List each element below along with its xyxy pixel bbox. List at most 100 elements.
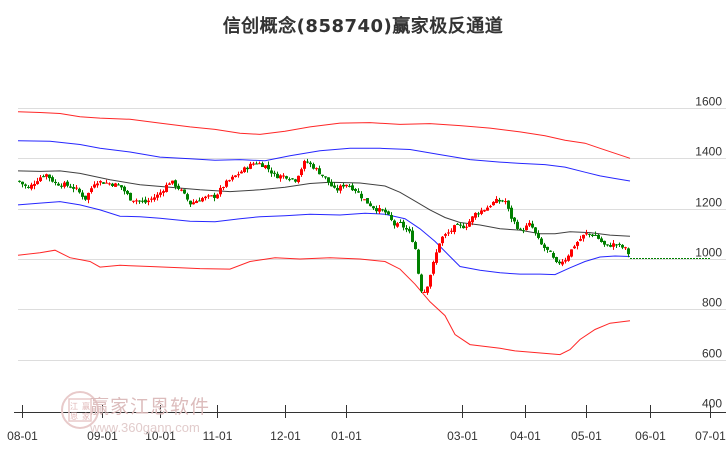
candle-up bbox=[108, 183, 111, 185]
candle-up bbox=[258, 163, 261, 165]
candle-down bbox=[306, 161, 309, 163]
candle-up bbox=[471, 216, 474, 223]
lower-inner-band-line bbox=[17, 201, 631, 276]
y-tick-label: 800 bbox=[702, 296, 722, 310]
candle-up bbox=[492, 201, 495, 206]
candle-up bbox=[567, 255, 570, 261]
candle-up bbox=[624, 247, 627, 249]
candle-down bbox=[267, 164, 270, 170]
x-tick-label: 08-01 bbox=[7, 429, 38, 443]
candle-up bbox=[450, 230, 453, 232]
candle-up bbox=[243, 167, 246, 173]
x-tick-label: 06-01 bbox=[635, 429, 666, 443]
candle-down bbox=[351, 185, 354, 191]
y-tick-label: 1600 bbox=[695, 95, 722, 109]
candle-up bbox=[480, 210, 483, 214]
candle-up bbox=[105, 182, 108, 184]
candle-down bbox=[138, 200, 141, 202]
candle-up bbox=[30, 184, 33, 189]
candle-down bbox=[549, 250, 552, 252]
grid-lines bbox=[18, 108, 726, 361]
candle-up bbox=[201, 198, 204, 202]
candle-down bbox=[294, 179, 297, 182]
candle-down bbox=[42, 176, 45, 178]
x-tick-label: 03-01 bbox=[447, 429, 478, 443]
candle-down bbox=[120, 185, 123, 188]
candle-down bbox=[324, 176, 327, 178]
candle-down bbox=[24, 184, 27, 186]
candle-down bbox=[354, 189, 357, 191]
candle-down bbox=[588, 233, 591, 235]
candle-down bbox=[309, 162, 312, 165]
x-tick-label: 12-01 bbox=[270, 429, 301, 443]
candle-down bbox=[519, 228, 522, 230]
candle-up bbox=[39, 177, 42, 182]
candle-up bbox=[300, 169, 303, 176]
candle-down bbox=[330, 181, 333, 187]
candle-down bbox=[417, 249, 420, 274]
candle-down bbox=[516, 221, 519, 229]
candle-down bbox=[288, 179, 291, 181]
candle-down bbox=[333, 185, 336, 188]
candle-down bbox=[372, 206, 375, 209]
candle-down bbox=[48, 174, 51, 179]
candle-down bbox=[543, 244, 546, 248]
x-tick-label: 09-01 bbox=[87, 429, 118, 443]
candle-down bbox=[477, 213, 480, 215]
candle-up bbox=[216, 194, 219, 199]
candle-up bbox=[363, 199, 366, 201]
candle-up bbox=[99, 181, 102, 183]
candle-down bbox=[78, 188, 81, 193]
candle-down bbox=[534, 227, 537, 233]
chart-title: 信创概念(858740)赢家极反通道 bbox=[222, 16, 504, 37]
candle-up bbox=[180, 189, 183, 191]
candle-up bbox=[207, 195, 210, 197]
candle-up bbox=[252, 163, 255, 165]
candle-down bbox=[360, 193, 363, 199]
candle-down bbox=[627, 248, 630, 255]
candle-down bbox=[198, 200, 201, 202]
candle-down bbox=[384, 209, 387, 213]
candle-up bbox=[426, 286, 429, 293]
candle-down bbox=[591, 234, 594, 236]
candle-down bbox=[21, 181, 24, 185]
candle-up bbox=[249, 163, 252, 169]
candle-down bbox=[270, 170, 273, 174]
candle-down bbox=[246, 167, 249, 170]
candle-up bbox=[474, 212, 477, 218]
candle-down bbox=[369, 203, 372, 207]
candle-down bbox=[327, 177, 330, 183]
candle-up bbox=[429, 274, 432, 287]
candle-up bbox=[423, 291, 426, 293]
candle-down bbox=[597, 234, 600, 239]
candle-down bbox=[609, 245, 612, 247]
candle-up bbox=[228, 180, 231, 182]
candle-up bbox=[147, 200, 150, 203]
candle-up bbox=[75, 187, 78, 189]
candle-down bbox=[336, 187, 339, 191]
candle-up bbox=[468, 221, 471, 227]
candle-down bbox=[558, 261, 561, 264]
candle-down bbox=[459, 224, 462, 226]
candle-down bbox=[540, 238, 543, 245]
candle-up bbox=[93, 184, 96, 188]
candle-up bbox=[489, 206, 492, 208]
candle-down bbox=[126, 190, 129, 194]
candle-up bbox=[579, 238, 582, 241]
candle-down bbox=[255, 163, 258, 165]
candle-down bbox=[60, 185, 63, 187]
y-tick-label: 600 bbox=[702, 347, 722, 361]
x-tick-label: 11-01 bbox=[203, 429, 233, 443]
candle-up bbox=[63, 182, 66, 187]
candle-down bbox=[66, 181, 69, 186]
candle-down bbox=[312, 164, 315, 169]
candle-down bbox=[177, 185, 180, 189]
candle-down bbox=[606, 244, 609, 246]
candle-down bbox=[594, 234, 597, 236]
candle-down bbox=[390, 214, 393, 220]
candle-down bbox=[507, 200, 510, 209]
candle-up bbox=[210, 195, 213, 197]
lower-outer-band-line bbox=[17, 249, 631, 356]
candle-down bbox=[321, 174, 324, 176]
